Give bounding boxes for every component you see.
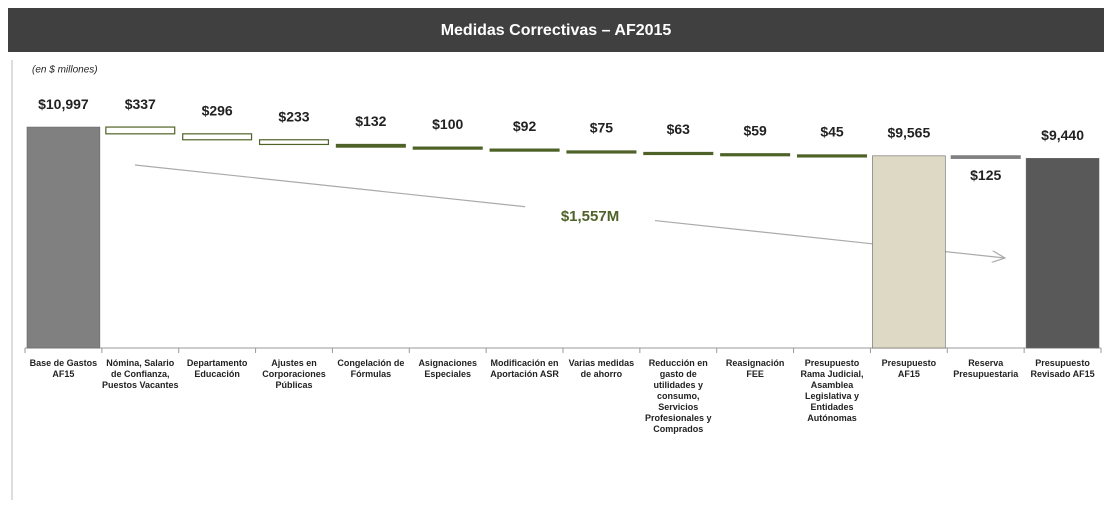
x-label-box: Reserva Presupuestaria xyxy=(953,358,1019,379)
x-tick-label: Presupuesto Rama Judicial, Asamblea Legi… xyxy=(800,358,864,423)
x-label-box: Asignaciones Especiales xyxy=(418,358,477,379)
x-tick-label: Reasignación FEE xyxy=(725,358,785,379)
bar xyxy=(412,146,483,150)
value-label: $9,440 xyxy=(1041,127,1084,143)
x-label-box: Base de Gastos AF15 xyxy=(29,358,98,379)
value-label: $296 xyxy=(202,103,233,119)
value-label: $45 xyxy=(820,124,844,140)
value-label: $63 xyxy=(667,121,691,137)
bar xyxy=(1025,158,1100,349)
value-label: $9,565 xyxy=(887,125,930,141)
x-label-box: Reducción en gasto de utilidades y consu… xyxy=(645,358,712,434)
value-label: $92 xyxy=(513,118,537,134)
x-label-box: Modificación en Aportación ASR xyxy=(490,358,559,379)
header-bar xyxy=(8,8,1104,52)
x-tick-label: Ajustes en Corporaciones Públicas xyxy=(262,358,326,390)
bar xyxy=(258,139,330,146)
value-label: $59 xyxy=(743,122,767,138)
x-label-box: Nómina, Salario de Confianza, Puestos Va… xyxy=(101,358,179,390)
x-label-box: Congelación de Fórmulas xyxy=(337,358,405,379)
x-label-box: Reasignación FEE xyxy=(725,358,785,379)
x-label-box: Ajustes en Corporaciones Públicas xyxy=(262,358,326,390)
value-label: $337 xyxy=(125,96,156,112)
value-label: $132 xyxy=(355,113,386,129)
x-tick-label: Modificación en Aportación ASR xyxy=(490,358,559,379)
bar xyxy=(872,155,946,349)
bar xyxy=(720,153,791,157)
bar xyxy=(643,151,714,156)
x-tick-label: Presupuesto AF15 xyxy=(881,358,937,379)
bar xyxy=(182,133,253,141)
value-label: $75 xyxy=(590,120,614,136)
x-tick-label: Varias medidas de ahorro xyxy=(568,358,635,379)
x-label-box: Presupuesto Revisado AF15 xyxy=(1030,358,1095,379)
subtitle: (en $ millones) xyxy=(32,65,98,76)
x-tick-label: Asignaciones Especiales xyxy=(418,358,477,379)
bar xyxy=(26,126,101,349)
value-label: $10,997 xyxy=(38,96,89,112)
value-label: $100 xyxy=(432,116,463,132)
bar xyxy=(950,155,1021,159)
x-tick-label: Congelación de Fórmulas xyxy=(337,358,405,379)
x-label-box: Presupuesto Rama Judicial, Asamblea Legi… xyxy=(800,358,864,423)
x-label-box: Presupuesto AF15 xyxy=(881,358,937,379)
bar xyxy=(489,148,560,152)
x-tick-label: Reducción en gasto de utilidades y consu… xyxy=(645,358,712,434)
x-tick-label: Reserva Presupuestaria xyxy=(953,358,1019,379)
x-label-box: Varias medidas de ahorro xyxy=(568,358,635,379)
x-tick-label: Departamento Educación xyxy=(186,358,248,379)
bar xyxy=(566,150,637,154)
x-tick-label: Base de Gastos AF15 xyxy=(29,358,98,379)
chart-title: Medidas Correctivas – AF2015 xyxy=(441,22,672,39)
annotation: $1,557M xyxy=(561,208,619,225)
bar xyxy=(105,126,176,135)
x-label-box: Departamento Educación xyxy=(186,358,248,379)
value-label: $233 xyxy=(278,108,309,124)
x-tick-label: Presupuesto Revisado AF15 xyxy=(1030,358,1095,379)
annotation-bg xyxy=(525,203,655,229)
x-tick-label: Nómina, Salario de Confianza, Puestos Va… xyxy=(101,358,179,390)
value-label: $125 xyxy=(970,167,1001,183)
bar xyxy=(335,143,406,148)
bar xyxy=(796,154,868,158)
